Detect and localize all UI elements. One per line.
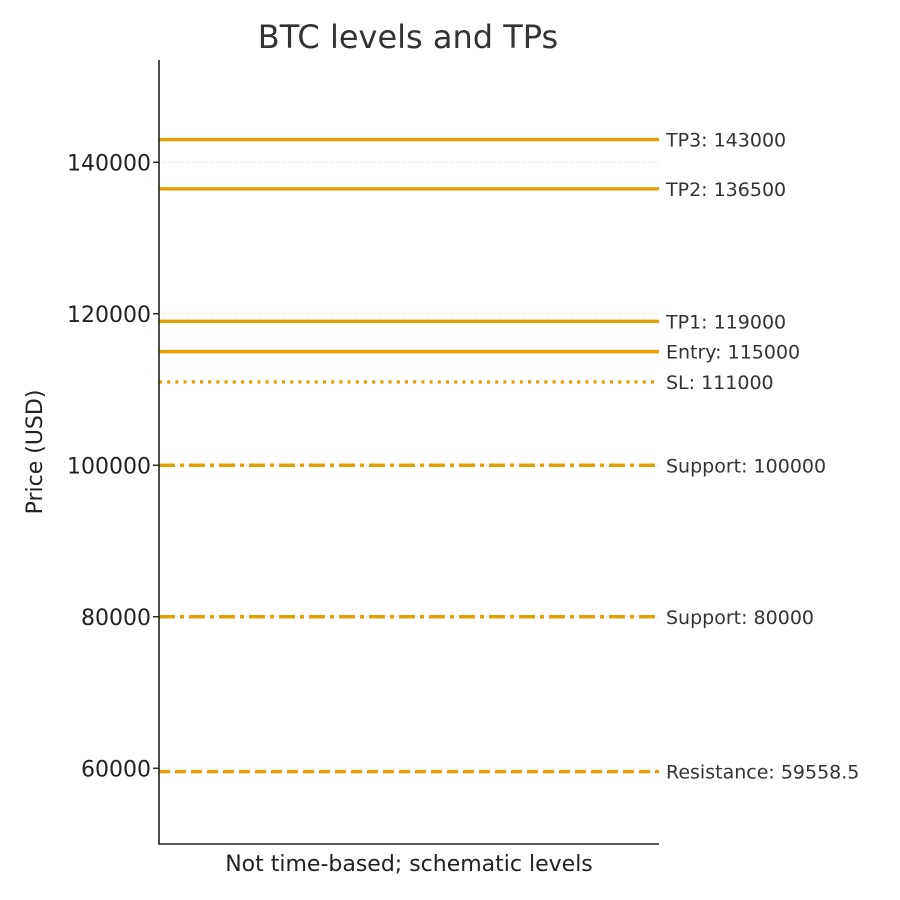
level-lines: [159, 137, 659, 774]
y-tick-label: 140000: [67, 151, 151, 176]
chart-title: BTC levels and TPs: [258, 18, 558, 56]
x-axis-label: Not time-based; schematic levels: [225, 852, 593, 877]
y-axis-label: Price (USD): [23, 390, 48, 515]
level-label: Resistance: 59558.5: [666, 762, 859, 784]
level-label: Support: 80000: [666, 607, 814, 629]
y-tick-label: 80000: [81, 606, 151, 631]
level-label: SL: 111000: [666, 372, 774, 394]
level-label: TP1: 119000: [665, 311, 786, 333]
level-label: Entry: 115000: [666, 342, 800, 364]
level-label: Support: 100000: [666, 455, 826, 477]
axes: [158, 60, 659, 845]
y-tick-label: 100000: [67, 454, 151, 479]
level-label: TP2: 136500: [665, 179, 786, 201]
y-ticks: 60000 80000 100000 120000 140000: [67, 151, 159, 782]
level-labels: TP3: 143000 TP2: 136500 TP1: 119000 Entry: …: [665, 130, 859, 784]
y-tick-label: 120000: [67, 303, 151, 328]
level-label: TP3: 143000: [665, 130, 786, 152]
y-tick-label: 60000: [81, 757, 151, 782]
